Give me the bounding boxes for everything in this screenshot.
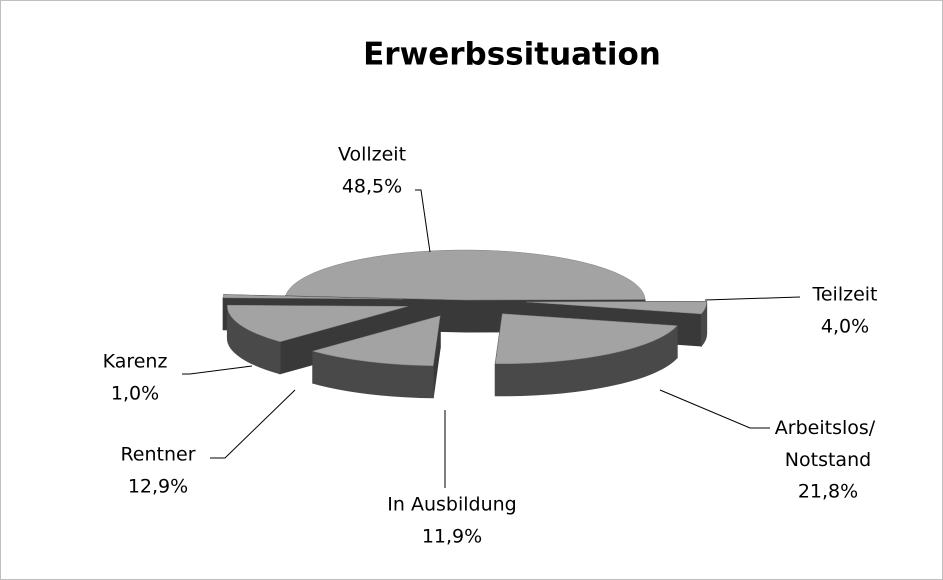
- pie: [222, 249, 708, 399]
- leader-line: [210, 389, 296, 459]
- slice: [495, 313, 678, 364]
- value-label: 4,0%: [821, 316, 869, 338]
- category-label: Rentner: [120, 444, 195, 466]
- slice: [222, 294, 404, 300]
- value-label: 48,5%: [342, 176, 402, 198]
- leader-line: [182, 365, 253, 375]
- slice: [285, 249, 646, 301]
- slice: [227, 304, 408, 343]
- category-label: In Ausbildung: [387, 494, 516, 516]
- labels: Vollzeit 48,5% Teilzeit 4,0% Arbeitslos/ Not…: [103, 144, 882, 548]
- leader-line: [704, 296, 801, 301]
- category-label: Vollzeit: [338, 144, 406, 166]
- category-label: Arbeitslos/ Notstand: [775, 417, 881, 471]
- chart-title: Erwerbssituation: [363, 37, 661, 73]
- slice: [311, 315, 441, 366]
- value-label: 21,8%: [798, 481, 858, 503]
- leader-line: [415, 189, 431, 253]
- slice: [526, 301, 707, 315]
- value-label: 11,9%: [422, 526, 482, 548]
- value-label: 1,0%: [111, 383, 159, 405]
- value-label: 12,9%: [128, 476, 188, 498]
- category-label: Teilzeit: [811, 284, 877, 306]
- category-label: Karenz: [103, 351, 168, 373]
- leader-line: [659, 389, 770, 429]
